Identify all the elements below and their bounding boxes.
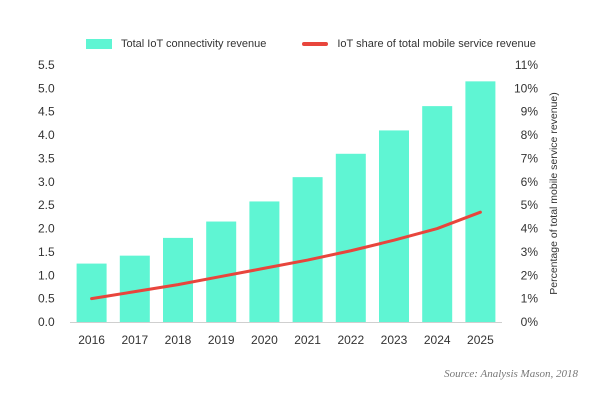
x-tick-label: 2021 [294,333,321,347]
y-left-tick-label: 1.5 [38,245,55,259]
legend-bar-label: Total IoT connectivity revenue [121,38,267,50]
y-left-tick-label: 4.5 [38,105,55,119]
legend-bar-swatch [86,39,112,49]
x-tick-label: 2020 [251,333,278,347]
x-tick-label: 2025 [467,333,494,347]
bar [249,201,280,322]
y-left-tick-label: 1.0 [38,268,55,282]
x-tick-label: 2018 [165,333,192,347]
y-left-tick-label: 3.5 [38,151,55,165]
y-right-tick-label: 10% [514,81,538,95]
bar [206,221,237,322]
bar [76,263,107,322]
bar [292,177,323,322]
series-line-iot-share [90,210,482,301]
y-right-tick-label: 0% [521,315,539,329]
y-right-tick-label: 2% [521,268,539,282]
y-left-tick-label: 3.0 [38,175,55,189]
source-note: Source: Analysis Mason, 2018 [444,368,578,380]
y-right-tick-label: 4% [521,222,539,236]
y-left-tick-label: 4.0 [38,128,55,142]
y-right-tick-label: 9% [521,105,539,119]
legend-line-label: IoT share of total mobile service revenu… [337,38,536,50]
y-left-tick-label: 2.0 [38,222,55,236]
y-left-tick-label: 0.5 [38,292,55,306]
y-right-tick-label: 8% [521,128,539,142]
y-right-tick-label: 3% [521,245,539,259]
y-right-axis-title: Percentage of total mobile service reven… [548,92,560,295]
y-left-tick-label: 2.5 [38,198,55,212]
y-right-tick-label: 5% [521,198,539,212]
x-tick-label: 2017 [121,333,148,347]
bar [335,153,366,322]
y-right-tick-label: 6% [521,175,539,189]
x-tick-label: 2023 [381,333,408,347]
bar [465,81,496,322]
y-left-tick-label: 5.5 [38,58,55,72]
y-left-tick-label: 0.0 [38,315,55,329]
legend-item-iot-share: IoT share of total mobile service revenu… [302,38,536,50]
legend-item-connectivity-revenue: Total IoT connectivity revenue [86,38,266,50]
y-right-tick-label: 11% [515,58,538,72]
x-tick-label: 2024 [424,333,451,347]
y-left-tick-label: 5.0 [38,81,55,95]
bar [163,237,193,322]
legend-line-swatch [302,42,329,46]
chart-legend: Total IoT connectivity revenue IoT share… [86,38,572,50]
bar [422,106,453,323]
x-tick-label: 2019 [208,333,235,347]
y-right-tick-label: 1% [521,292,539,306]
x-tick-label: 2022 [337,333,364,347]
y-right-tick-label: 7% [521,151,539,165]
bar [379,130,409,322]
x-tick-label: 2016 [78,333,105,347]
